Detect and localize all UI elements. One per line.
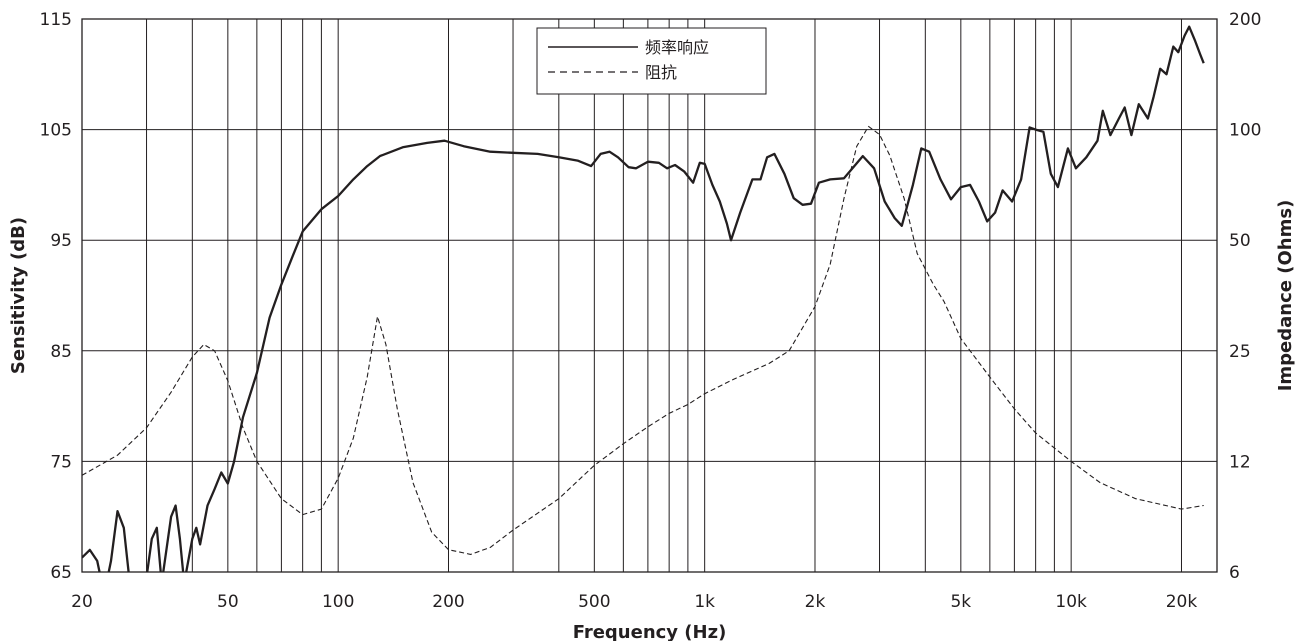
x-tick-20: 20	[71, 592, 93, 612]
x-tick-1k: 1k	[694, 592, 715, 612]
x-axis-title: Frequency (Hz)	[573, 622, 727, 641]
y-left-tick-75: 75	[50, 452, 72, 472]
series-impedance-line	[82, 125, 1204, 555]
y-left-axis-title: Sensitivity (dB)	[8, 217, 29, 374]
y-left-tick-95: 95	[50, 231, 72, 251]
y-right-tick-100: 100	[1229, 121, 1261, 141]
y-right-axis-title: Impedance (Ohms)	[1275, 200, 1296, 392]
y-right-tick-25: 25	[1229, 342, 1251, 362]
y-right-tick-50: 50	[1229, 231, 1251, 251]
vertical-gridlines	[146, 19, 1182, 572]
y-left-tick-115: 115	[40, 10, 72, 30]
y-right-tick-6: 6	[1229, 563, 1240, 583]
y-left-tick-labels: 65 75 85 95 105 115	[40, 10, 72, 583]
x-tick-20k: 20k	[1166, 592, 1198, 612]
series-layer	[82, 25, 1205, 572]
x-tick-500: 500	[578, 592, 610, 612]
plot-frame	[81, 18, 1218, 573]
x-tick-labels: 20 50 100 200 500 1k 2k 5k 10k 20k	[71, 592, 1197, 612]
horizontal-gridlines	[82, 18, 1217, 573]
legend: 频率响应 阻抗	[536, 27, 767, 95]
y-right-tick-12: 12	[1229, 452, 1251, 472]
x-tick-10k: 10k	[1055, 592, 1087, 612]
x-tick-100: 100	[322, 592, 354, 612]
x-tick-50: 50	[217, 592, 239, 612]
legend-box	[536, 27, 767, 95]
y-right-tick-200: 200	[1229, 10, 1261, 30]
y-left-tick-85: 85	[50, 342, 72, 362]
legend-label-frequency-response: 频率响应	[645, 38, 709, 57]
legend-label-impedance: 阻抗	[645, 63, 677, 82]
series-frequency-response-line	[82, 25, 1205, 572]
x-tick-5k: 5k	[950, 592, 971, 612]
y-right-tick-labels: 6 12 25 50 100 200	[1229, 10, 1261, 583]
x-tick-2k: 2k	[805, 592, 826, 612]
y-left-tick-65: 65	[50, 563, 72, 583]
x-tick-200: 200	[432, 592, 464, 612]
y-left-tick-105: 105	[40, 121, 72, 141]
